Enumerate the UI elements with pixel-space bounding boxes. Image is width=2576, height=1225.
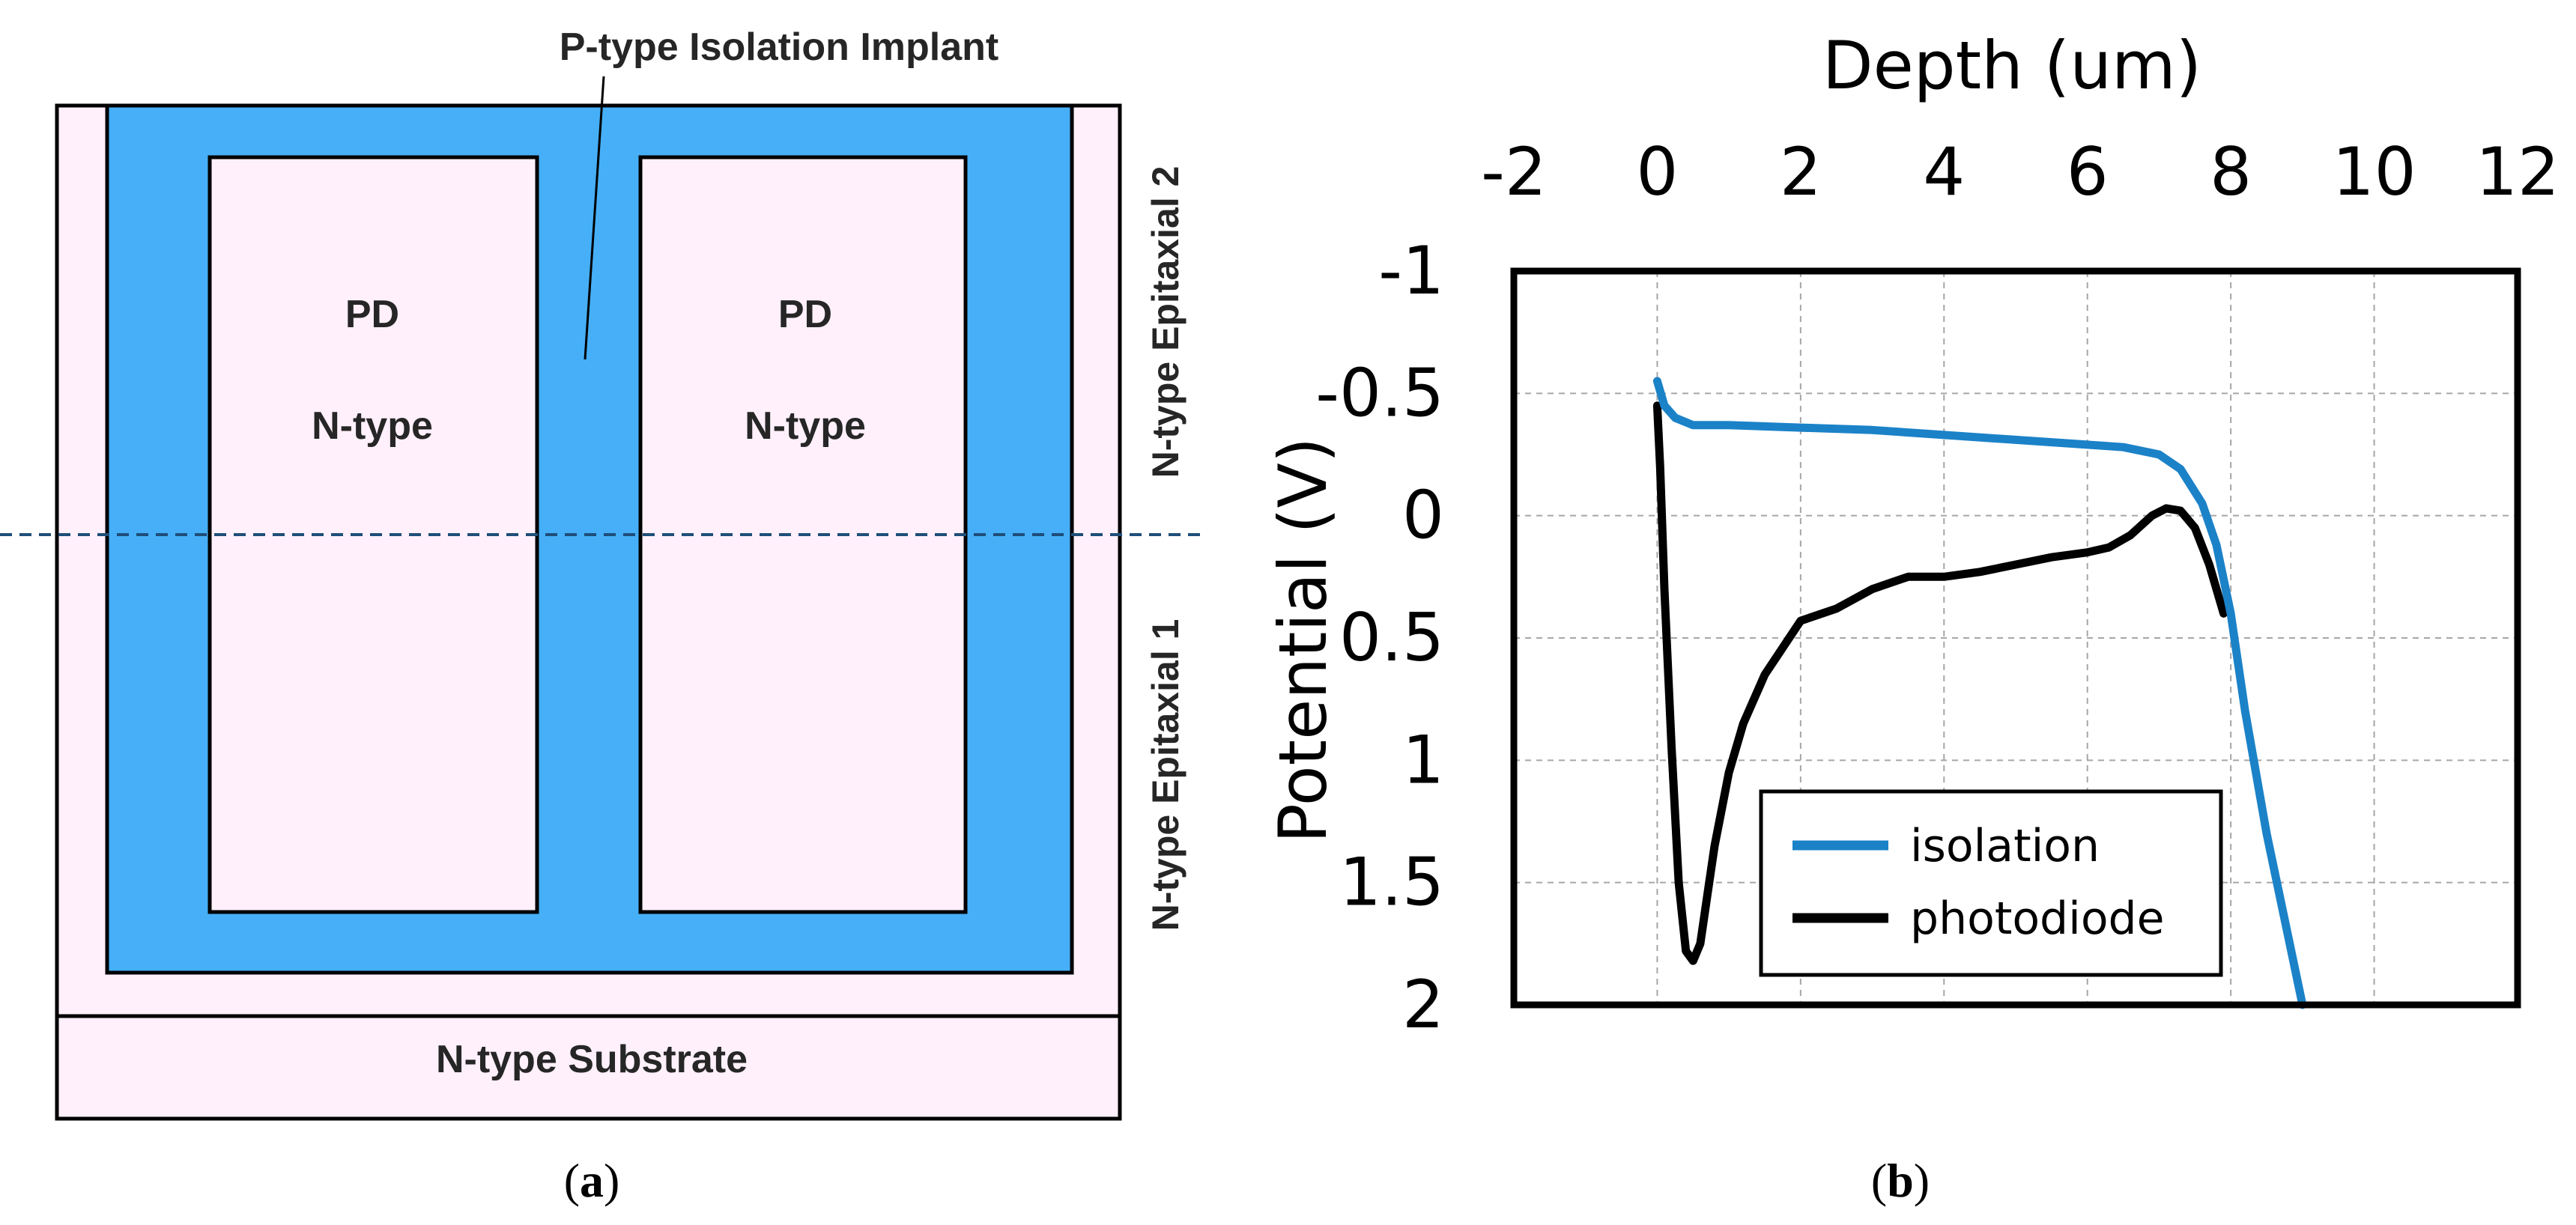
implant-label: P-type Isolation Implant [560, 25, 999, 69]
epitaxial-2-label: N-type Epitaxial 2 [1145, 166, 1187, 478]
y-tick-label: 2 [1402, 966, 1444, 1043]
y-tick-label: -1 [1378, 232, 1444, 309]
n-type-substrate [55, 1014, 1122, 1121]
panel-a: P-type Isolation Implant PD N-type PD N-… [0, 25, 1206, 1207]
y-tick-label: 0 [1402, 477, 1444, 554]
epitaxial-1-label: N-type Epitaxial 1 [1145, 619, 1187, 931]
pd-left-label: PD [345, 293, 399, 336]
pd-right-label: PD [778, 293, 832, 336]
x-tick-label: 4 [1923, 133, 1965, 210]
legend-label-photodiode: photodiode [1910, 893, 2165, 945]
x-tick-label: 12 [2476, 133, 2560, 210]
pd-left-type-label: N-type [312, 404, 433, 448]
implant-pointer-line [584, 76, 605, 360]
panel-b-chart: -2 0 2 4 6 8 10 12 -1 -0.5 0 0.5 1 1.5 2 Depth (um) P… [1264, 27, 2560, 1207]
x-tick-label: 0 [1636, 133, 1678, 210]
y-tick-label: 0.5 [1339, 599, 1444, 676]
x-tick-label: 2 [1780, 133, 1822, 210]
x-tick-label: 10 [2333, 133, 2416, 210]
caption-a: (a) [564, 1154, 620, 1207]
caption-b: (b) [1871, 1154, 1930, 1207]
plot-frame [1510, 267, 2521, 1009]
pd-right-type-label: N-type [745, 404, 866, 448]
x-tick-label: 6 [2067, 133, 2109, 210]
x-tick-label: 8 [2210, 133, 2252, 210]
legend-box [1759, 789, 2223, 977]
x-axis-title: Depth (um) [1822, 27, 2201, 104]
legend-label-isolation: isolation [1910, 820, 2100, 872]
y-axis-title: Potential (V) [1264, 437, 1342, 843]
x-tick-label: -2 [1481, 133, 1547, 210]
series-layer [1652, 377, 2307, 1009]
y-tick-label: -0.5 [1315, 354, 1444, 431]
y-tick-label: 1 [1402, 721, 1444, 798]
y-tick-label: 1.5 [1339, 844, 1444, 921]
y-tick-labels: -1 -0.5 0 0.5 1 1.5 2 [1315, 232, 1444, 1043]
series-line-isolation [1652, 377, 2307, 1009]
substrate-label: N-type Substrate [436, 1038, 748, 1081]
series-line-photodiode [1652, 401, 2228, 965]
legend: isolation photodiode [1759, 789, 2223, 977]
x-tick-labels: -2 0 2 4 6 8 10 12 [1481, 133, 2560, 210]
